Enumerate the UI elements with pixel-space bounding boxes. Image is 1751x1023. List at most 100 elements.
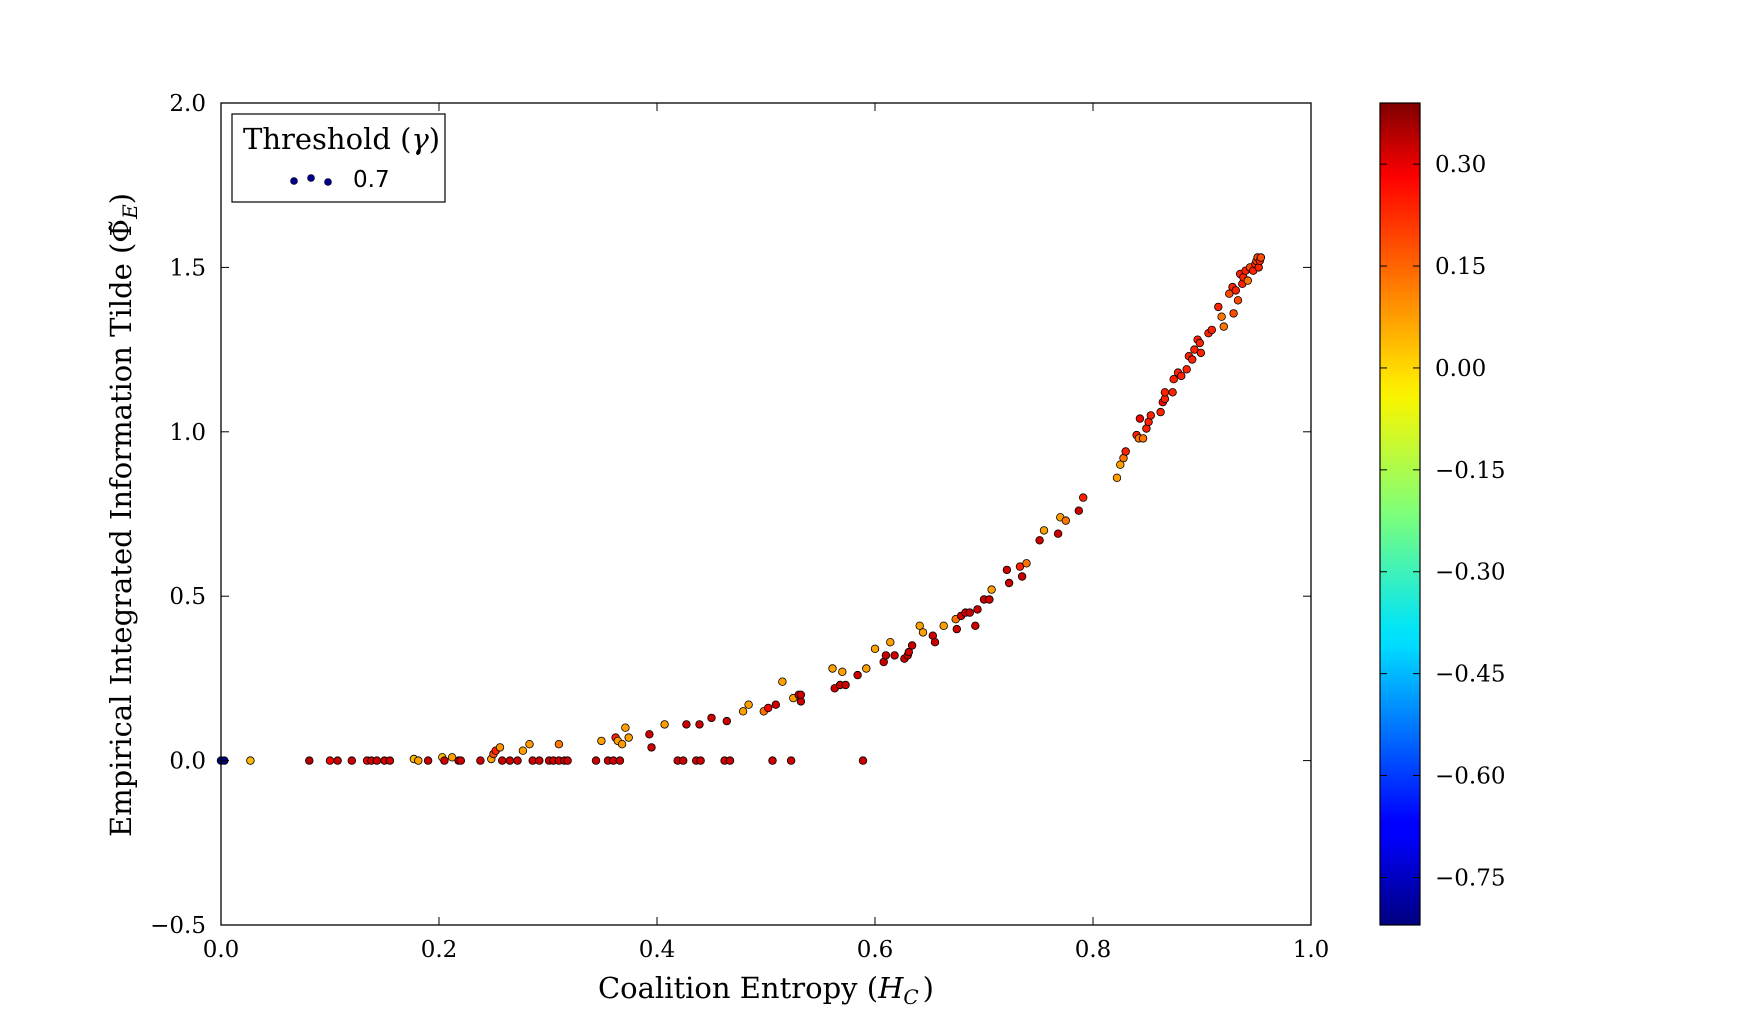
- data-point: [838, 667, 847, 676]
- data-point: [722, 716, 731, 726]
- data-point: [870, 644, 880, 653]
- data-point: [440, 756, 449, 765]
- data-point: [518, 746, 528, 755]
- data-point: [1219, 322, 1228, 331]
- colorbar-tick-label: 0.00: [1435, 356, 1486, 382]
- data-point: [246, 756, 255, 765]
- colorbar-ticks: 0.30 0.15 0.00 −0.15 −0.30 −0.45 −0.60 −0.75: [1380, 152, 1505, 891]
- x-tick-label: 0.0: [203, 937, 240, 963]
- data-point: [886, 638, 895, 647]
- x-tick-label: 0.4: [639, 937, 676, 963]
- data-point: [973, 605, 982, 614]
- data-point: [498, 756, 507, 765]
- data-point: [617, 740, 627, 749]
- data-point: [1256, 253, 1266, 262]
- data-point: [965, 608, 974, 617]
- y-tick-label: 0.0: [169, 749, 206, 775]
- x-tick-label: 0.2: [421, 937, 458, 963]
- data-points: [216, 253, 1266, 765]
- data-point: [744, 700, 753, 709]
- data-point: [1207, 325, 1216, 335]
- data-point: [1121, 447, 1130, 456]
- colorbar-tick-label: −0.15: [1435, 458, 1505, 484]
- data-point: [786, 756, 796, 765]
- data-point: [1160, 388, 1170, 397]
- data-point: [495, 743, 505, 752]
- data-point: [414, 756, 423, 765]
- data-point: [1229, 309, 1238, 318]
- data-point: [535, 756, 544, 765]
- data-point: [591, 756, 601, 765]
- data-point: [1146, 411, 1155, 420]
- data-point: [725, 756, 735, 765]
- data-point: [918, 628, 928, 637]
- data-point: [645, 730, 654, 739]
- data-point: [1233, 296, 1243, 305]
- data-point: [333, 756, 342, 765]
- data-point: [1169, 375, 1178, 384]
- colorbar-tick-label: 0.30: [1435, 152, 1486, 178]
- data-point: [939, 621, 948, 630]
- data-point: [1015, 562, 1025, 571]
- plot-frame: [220, 102, 1312, 926]
- data-point: [738, 707, 748, 716]
- data-point: [447, 753, 457, 762]
- y-axis-label: Empirical Integrated Information Tilde (…: [104, 193, 142, 837]
- data-point: [476, 756, 485, 765]
- data-point: [554, 740, 564, 749]
- data-point: [505, 756, 515, 765]
- colorbar-gradient: [1379, 102, 1421, 926]
- data-point: [1035, 536, 1044, 545]
- data-point: [915, 621, 924, 630]
- data-point: [423, 756, 433, 765]
- data-point: [1017, 572, 1027, 581]
- data-point: [624, 733, 633, 742]
- colorbar: 0.30 0.15 0.00 −0.15 −0.30 −0.45 −0.60 −0.75: [1379, 102, 1505, 926]
- data-point: [305, 756, 314, 765]
- data-point: [853, 670, 862, 680]
- legend-marker: [307, 174, 315, 182]
- data-point: [1225, 289, 1234, 298]
- data-point: [647, 743, 656, 752]
- data-point: [513, 756, 522, 765]
- data-point: [1231, 286, 1240, 295]
- colorbar-tick-label: 0.15: [1435, 254, 1486, 280]
- data-point: [1182, 365, 1191, 374]
- data-point: [1004, 578, 1014, 588]
- data-point: [696, 756, 705, 765]
- x-axis-ticks: 0.0 0.2 0.4 0.6 0.8 1.0: [203, 103, 1329, 963]
- data-point: [1243, 276, 1252, 285]
- plot-area: [221, 103, 1311, 925]
- data-point: [695, 720, 704, 729]
- data-point: [862, 664, 871, 673]
- data-point: [525, 740, 534, 749]
- data-point: [621, 723, 630, 732]
- data-point: [1074, 506, 1083, 515]
- data-point: [1195, 338, 1204, 348]
- data-point: [904, 647, 913, 657]
- data-point: [1217, 312, 1226, 321]
- data-point: [347, 756, 356, 765]
- legend-entry-label: 0.7: [353, 167, 390, 193]
- data-point: [707, 713, 716, 723]
- data-point: [930, 638, 940, 647]
- data-point: [1112, 473, 1122, 482]
- y-axis-ticks: −0.5 0.0 0.5 1.0 1.5 2.0: [150, 91, 1311, 939]
- data-point: [985, 595, 994, 604]
- colorbar-tick-label: −0.75: [1435, 865, 1505, 891]
- data-point: [563, 756, 572, 765]
- data-point: [385, 756, 395, 765]
- x-tick-label: 0.8: [1075, 937, 1112, 963]
- data-point: [682, 720, 691, 729]
- data-point: [858, 756, 868, 765]
- data-point: [372, 756, 382, 765]
- data-point: [890, 651, 899, 660]
- data-point: [660, 720, 669, 729]
- legend-marker: [290, 177, 298, 185]
- colorbar-tick-label: −0.60: [1435, 764, 1505, 790]
- colorbar-tick-label: −0.45: [1435, 662, 1505, 688]
- data-point: [1196, 348, 1206, 358]
- data-point: [1177, 371, 1186, 381]
- data-point: [1168, 388, 1177, 397]
